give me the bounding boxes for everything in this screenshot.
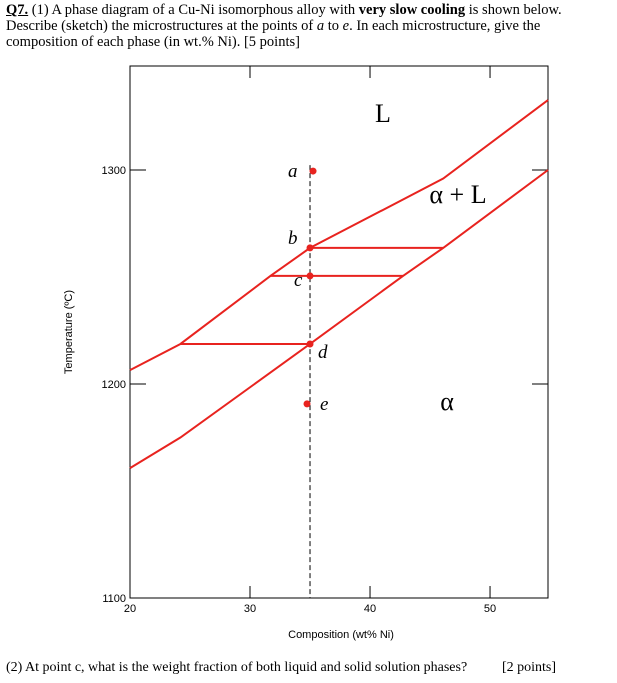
point-label: c	[294, 270, 303, 291]
phase-boundary	[129, 169, 549, 469]
question-text: . In each microstructure, give the compo…	[6, 18, 541, 50]
region-label: α	[440, 387, 454, 416]
point-label: d	[318, 342, 328, 363]
question-text: (1) A phase diagram of a Cu-Ni isomorpho…	[31, 2, 359, 18]
part2: (2) At point c, what is the weight fract…	[6, 660, 606, 676]
point	[303, 400, 311, 408]
y-tick-label: 1200	[102, 379, 126, 391]
point-label: a	[288, 161, 298, 182]
y-tick-label: 1300	[102, 165, 126, 177]
x-tick-label: 20	[124, 603, 136, 615]
question-label: Q7.	[6, 2, 29, 18]
question-text: is shown below. Describe (sketch) the mi…	[6, 2, 562, 34]
question-text: a	[316, 18, 325, 34]
region-label: L	[375, 99, 391, 128]
point-label: e	[320, 394, 328, 415]
x-tick-label: 40	[364, 603, 376, 615]
x-axis-label: Composition (wt% Ni)	[288, 629, 394, 641]
x-tick-label: 50	[484, 603, 496, 615]
question-text: to	[324, 18, 343, 34]
y-axis-label: Temperature (ºC)	[63, 290, 75, 374]
y-tick-label: 1100	[102, 593, 126, 605]
x-tick-label: 30	[244, 603, 256, 615]
part2-text: (2) At point c, what is the weight fract…	[6, 660, 468, 675]
point-label: b	[288, 228, 298, 249]
point	[309, 167, 317, 175]
region-label: α + L	[429, 180, 486, 209]
question-text: very slow cooling	[358, 2, 466, 18]
question-text: e	[342, 18, 350, 34]
point	[306, 340, 314, 348]
question: Q7. (1) A phase diagram of a Cu-Ni isomo…	[6, 2, 606, 50]
phase-boundary	[129, 99, 549, 371]
point	[306, 272, 314, 280]
plot-frame	[129, 65, 549, 599]
point	[306, 244, 314, 252]
part2-points: [2 points]	[501, 660, 556, 675]
